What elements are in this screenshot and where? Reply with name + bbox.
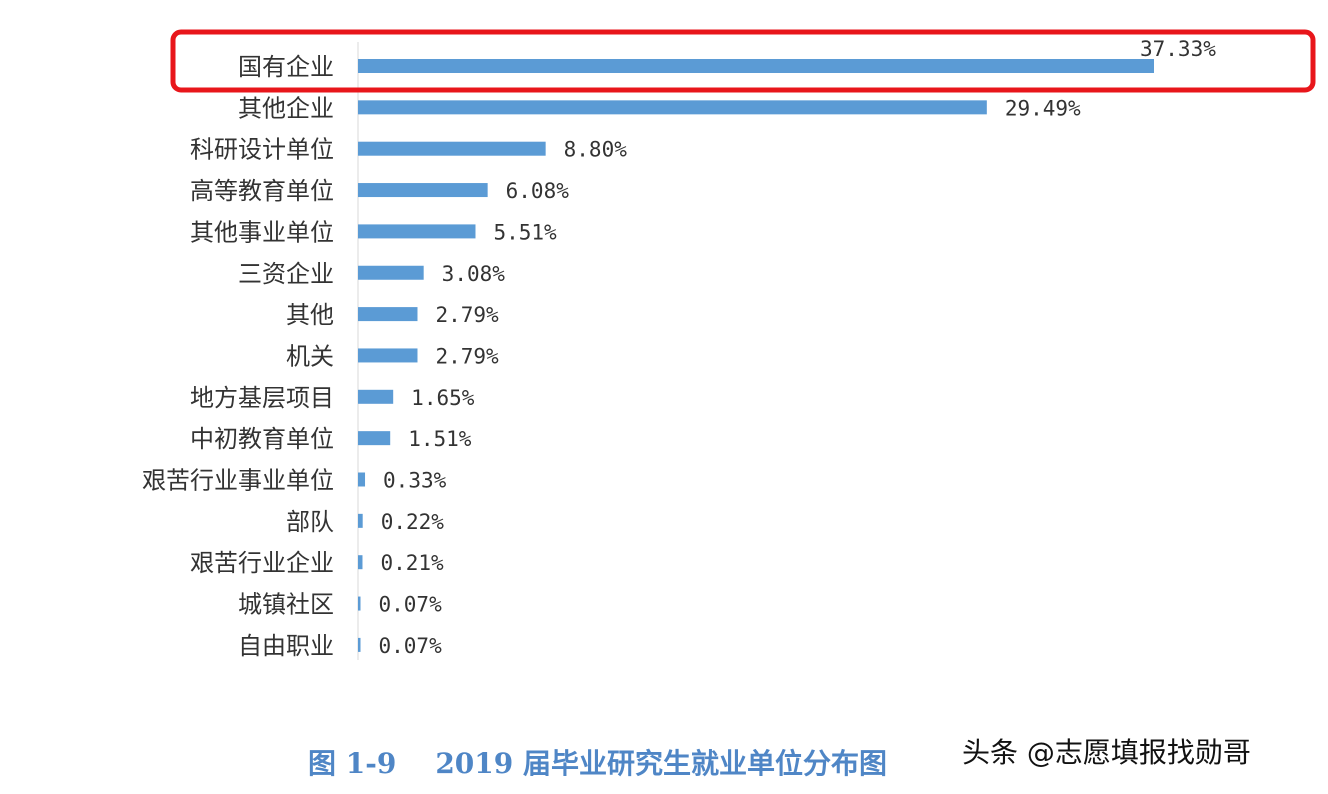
category-label: 地方基层项目 [190,384,334,412]
chart-title: 图 1-9 2019 届毕业研究生就业单位分布图 [308,747,887,780]
data-label: 0.07% [379,634,443,658]
category-label: 部队 [286,508,334,536]
data-label: 0.07% [379,593,443,617]
data-label: 0.33% [383,469,447,493]
category-label: 高等教育单位 [190,177,334,205]
category-label: 其他事业单位 [190,218,334,246]
data-label: 2.79% [435,303,499,327]
data-label: 37.33% [1140,37,1216,61]
data-label: 6.08% [506,179,570,203]
highlight-box [170,29,1316,93]
category-label: 三资企业 [238,260,334,288]
bar [358,513,363,528]
bar [358,141,546,156]
bar [358,265,424,280]
data-label: 1.51% [408,427,472,451]
bar [358,596,361,611]
watermark: 头条 @志愿填报找勋哥 [962,736,1251,769]
category-label: 中初教育单位 [190,425,334,453]
data-label: 2.79% [435,344,499,368]
category-label: 机关 [286,342,334,370]
bar [358,307,418,322]
bar [358,431,391,446]
category-label: 其他 [286,301,334,329]
bar [358,348,418,363]
data-label: 1.65% [411,386,475,410]
category-label: 其他企业 [238,94,334,122]
bar [358,59,1154,73]
data-label: 29.49% [1005,96,1081,120]
data-label: 8.80% [564,138,628,162]
bar [358,389,394,404]
data-label: 0.21% [380,551,444,575]
category-label: 艰苦行业事业单位 [142,467,334,495]
bar [358,100,987,115]
data-label: 0.22% [381,510,445,534]
category-label: 科研设计单位 [190,136,334,164]
category-label: 艰苦行业企业 [190,549,334,577]
bar [358,555,363,570]
data-label: 5.51% [493,220,557,244]
category-label: 城镇社区 [238,591,334,619]
bar [358,224,476,239]
bar [358,472,366,487]
category-label: 国有企业 [238,53,334,81]
data-label: 3.08% [442,262,506,286]
bar [358,183,488,198]
category-label: 自由职业 [238,632,334,660]
bar [358,637,361,652]
